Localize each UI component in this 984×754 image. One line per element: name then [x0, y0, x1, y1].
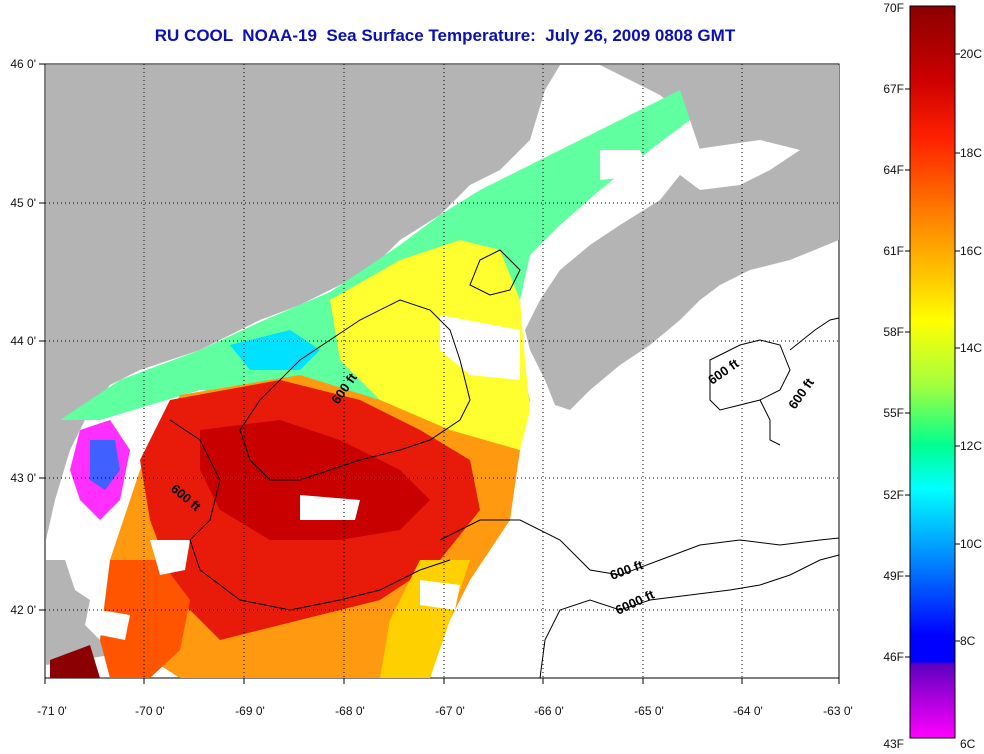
lon-tick-label: -66 0'	[534, 704, 564, 718]
colorbar-gradient	[909, 5, 956, 739]
colorbar-c-label: 16C	[960, 244, 982, 258]
colorbar-c-label: 12C	[960, 439, 982, 453]
lon-tick-label: -63 0'	[823, 704, 853, 718]
colorbar-c-label: 6C	[960, 737, 976, 751]
lon-tick-label: -64 0'	[733, 704, 763, 718]
sst-map: -71 0' -70 0' -69 0' -68 0' -67 0' -66 0…	[10, 57, 853, 718]
lat-tick-label: 46 0'	[10, 57, 36, 71]
lat-tick-label: 44 0'	[10, 334, 36, 348]
graticule	[45, 64, 839, 678]
colorbar-f-label: 43F	[883, 737, 904, 751]
colorbar-f-label: 55F	[883, 406, 904, 420]
colorbar-f-label: 67F	[883, 82, 904, 96]
lat-tick-label: 43 0'	[10, 471, 36, 485]
colorbar-c-label: 20C	[960, 47, 982, 61]
colorbar-f-label: 52F	[883, 488, 904, 502]
lon-tick-label: -70 0'	[135, 704, 165, 718]
colorbar-f-label: 70F	[883, 1, 904, 15]
map-title: RU COOL NOAA-19 Sea Surface Temperature:…	[154, 26, 736, 45]
colorbar-c-label: 10C	[960, 537, 982, 551]
colorbar-f-label: 46F	[883, 650, 904, 664]
lat-tick-label: 42 0'	[10, 603, 36, 617]
lat-tick-label: 45 0'	[10, 196, 36, 210]
colorbar-f-label: 49F	[883, 569, 904, 583]
colorbar-c-label: 8C	[960, 634, 976, 648]
colorbar-f-label: 64F	[883, 163, 904, 177]
land-maine	[46, 65, 560, 540]
bay-of-fundy	[680, 140, 800, 190]
colorbar-f-label: 58F	[883, 325, 904, 339]
tick-marks	[39, 63, 840, 684]
lon-tick-label: -67 0'	[435, 704, 465, 718]
bathymetry-contours	[169, 249, 840, 679]
lon-tick-label: -71 0'	[37, 704, 67, 718]
lon-tick-label: -69 0'	[235, 704, 265, 718]
lon-tick-label: -68 0'	[335, 704, 365, 718]
colorbar-c-label: 14C	[960, 341, 982, 355]
colorbar-f-label: 61F	[883, 244, 904, 258]
colorbar-c-label: 18C	[960, 146, 982, 160]
sst-swath	[50, 90, 690, 678]
lon-tick-label: -65 0'	[634, 704, 664, 718]
